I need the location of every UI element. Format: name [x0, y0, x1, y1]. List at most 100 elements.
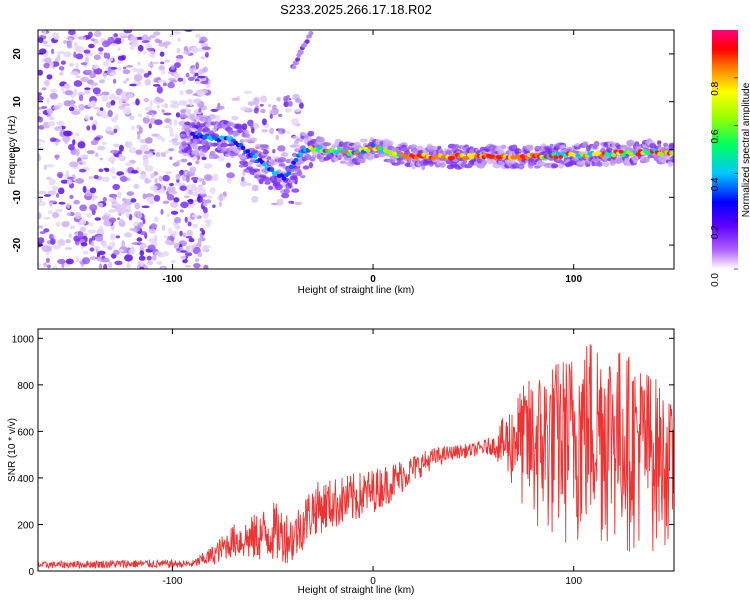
spectrogram-cell: [153, 194, 161, 202]
spectrogram-cell: [41, 244, 50, 248]
colorbar-gradient: [712, 30, 738, 269]
spectrogram-cell: [175, 58, 182, 64]
snr-y-axis-label: SNR (10 * v/v): [7, 418, 18, 482]
spectrogram-cell: [671, 159, 674, 163]
spectrogram-cell: [46, 264, 51, 269]
spectrogram-cell: [193, 263, 201, 269]
spectrogram-cell: [85, 69, 93, 73]
spectrogram-cell: [43, 62, 50, 69]
spectrogram-cell: [259, 144, 269, 149]
spectrogram-cell: [126, 191, 134, 196]
spectrogram-y-tick-label: -10: [12, 190, 23, 205]
spectrogram-cell: [78, 94, 84, 102]
spectrogram-cell: [149, 185, 158, 191]
spectrogram-cell: [191, 176, 199, 181]
spectrogram-ridge-cell: [334, 150, 340, 155]
spectrogram-cell: [48, 233, 54, 240]
spectrogram-cell: [102, 196, 107, 203]
spectrogram-cell: [69, 63, 75, 67]
spectrogram-cell: [311, 154, 317, 159]
spectrogram-cell: [73, 80, 83, 87]
spectrogram-cell: [184, 264, 192, 268]
spectrogram-cell: [359, 138, 368, 143]
spectrogram-cell: [143, 50, 147, 55]
spectrogram-cell: [339, 160, 347, 164]
spectrogram-cell: [107, 130, 114, 135]
spectrogram-cell: [88, 31, 93, 38]
spectrogram-cell: [172, 31, 182, 35]
spectrogram-cell: [149, 201, 154, 205]
spectrogram-ridge-cell: [190, 131, 195, 136]
spectrogram-cell: [90, 85, 94, 91]
spectrogram-cell: [103, 263, 108, 269]
spectrogram-cell: [122, 103, 131, 107]
spectrogram-cell: [136, 213, 143, 219]
spectrogram-cell: [161, 266, 165, 269]
spectrogram-cell: [153, 31, 161, 36]
spectrogram-cell: [124, 162, 133, 166]
spectrogram-cell: [53, 32, 60, 40]
spectrogram-x-axis-label: Height of straight line (km): [298, 285, 415, 296]
spectrogram-cell: [176, 178, 180, 183]
spectrogram-cell: [73, 88, 78, 96]
spectrogram-cell: [163, 125, 172, 129]
spectrogram-cell: [226, 172, 236, 179]
spectrogram-cell: [119, 218, 124, 224]
spectrogram-cell: [667, 160, 674, 167]
spectrogram-cell: [42, 139, 45, 143]
spectrogram-cell: [177, 77, 184, 82]
spectrogram-cell: [162, 82, 167, 87]
spectrogram-cell: [241, 123, 248, 130]
spectrogram-cell: [44, 79, 50, 87]
spectrogram-cell: [106, 101, 112, 108]
spectrogram-cell: [217, 155, 225, 162]
spectrogram-cell: [204, 219, 212, 224]
spectrogram-cell: [168, 71, 172, 74]
spectrogram-cell: [244, 107, 252, 112]
spectrogram-cell: [80, 76, 89, 82]
spectrogram-cell: [150, 223, 158, 229]
spectrogram-cell: [133, 221, 139, 227]
spectrogram-cell: [180, 250, 188, 253]
spectrogram-cell: [437, 145, 442, 150]
spectrogram-cell: [79, 204, 88, 212]
spectrogram-cell: [201, 146, 208, 153]
spectrogram-cell: [180, 255, 187, 260]
spectrogram-cell: [140, 144, 149, 152]
spectrogram-ridge-cell: [288, 164, 294, 170]
spectrogram-cell: [194, 72, 199, 77]
spectrogram-cell: [122, 69, 131, 75]
spectrogram-cell: [153, 216, 159, 223]
spectrogram-cell: [271, 155, 277, 159]
spectrogram-cell: [217, 195, 226, 201]
spectrogram-cell: [44, 44, 53, 47]
spectrogram-cell: [63, 83, 70, 89]
spectrogram-cell: [174, 216, 181, 224]
spectrogram-ridge-cell: [298, 152, 304, 157]
spectrogram-cell: [268, 185, 274, 190]
colorbar-label: Normalized spectral amplitude: [741, 82, 750, 217]
spectrogram-cell: [58, 201, 66, 205]
spectrogram-cell: [103, 52, 108, 59]
spectrogram-cell: [39, 196, 43, 202]
spectrogram-cell: [152, 61, 159, 65]
snr-y-tick-label: 800: [17, 381, 34, 392]
spectrogram-cell: [98, 79, 106, 84]
spectrogram-cell: [49, 200, 57, 204]
spectrogram-cell: [38, 37, 44, 44]
spectrogram-cell: [101, 91, 110, 96]
spectrogram-cell: [547, 147, 553, 151]
spectrogram-cell: [144, 178, 152, 184]
spectrogram-cell: [43, 194, 52, 197]
spectrogram-cell: [148, 152, 154, 158]
spectrogram-cell: [203, 264, 209, 269]
spectrogram-cell: [191, 191, 200, 197]
spectrogram-cell: [168, 227, 173, 235]
spectrogram-cell: [131, 67, 138, 73]
spectrogram-cell: [185, 245, 190, 252]
spectrogram-cell: [302, 165, 310, 170]
spectrogram-cell: [137, 133, 141, 140]
spectrogram-cell: [203, 174, 212, 181]
spectrogram-cell: [44, 57, 52, 64]
spectrogram-cell: [183, 50, 191, 55]
